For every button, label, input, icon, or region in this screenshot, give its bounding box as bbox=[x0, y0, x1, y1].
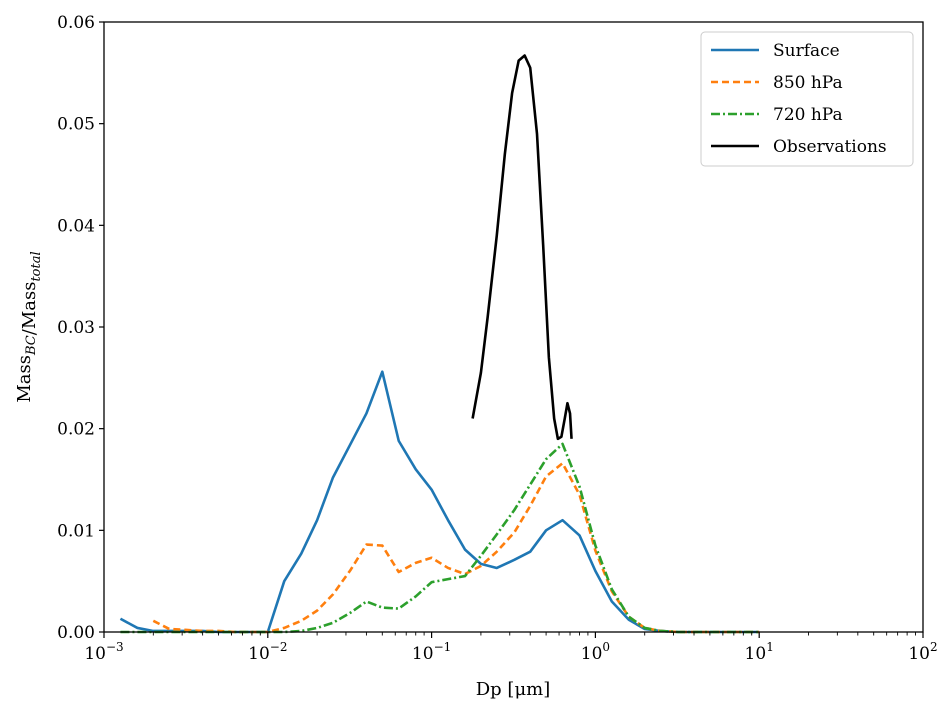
legend: Surface 850 hPa 720 hPa Observations bbox=[700, 31, 914, 167]
y-tick-label: 0.04 bbox=[57, 216, 95, 236]
y-tick-label: 0.02 bbox=[57, 420, 95, 440]
legend-label: 850 hPa bbox=[773, 73, 843, 93]
y-tick-label: 0.06 bbox=[57, 13, 95, 33]
series-line-720-hpa bbox=[120, 442, 760, 634]
x-tick-label: 100 bbox=[581, 640, 610, 664]
x-axis-label: Dp [μm] bbox=[476, 679, 551, 700]
legend-label: Observations bbox=[773, 137, 887, 157]
x-tick-label: 10−1 bbox=[412, 640, 451, 664]
y-tick-label: 0.00 bbox=[57, 623, 95, 643]
x-tick-label: 10−3 bbox=[84, 640, 123, 664]
series-line-850-hpa bbox=[152, 461, 760, 634]
axes: 0.00 0.01 0.02 0.03 0.04 0.05 0.06 10−3 10−2 10−1… bbox=[57, 13, 938, 664]
y-tick-label: 0.01 bbox=[57, 521, 95, 541]
series-line-observations bbox=[471, 54, 573, 441]
y-tick-label: 0.03 bbox=[57, 318, 95, 338]
legend-label: Surface bbox=[773, 41, 840, 61]
legend-label: 720 hPa bbox=[773, 105, 843, 125]
x-tick-label: 10−2 bbox=[248, 640, 287, 664]
x-tick-label: 101 bbox=[745, 640, 774, 664]
legend-box bbox=[700, 31, 914, 167]
y-tick-label: 0.05 bbox=[57, 115, 95, 135]
y-axis-label: MassBC/Masstotal bbox=[14, 251, 44, 402]
plot-lines bbox=[119, 54, 760, 634]
series-line-surface bbox=[119, 370, 760, 634]
x-tick-label: 102 bbox=[908, 640, 937, 664]
